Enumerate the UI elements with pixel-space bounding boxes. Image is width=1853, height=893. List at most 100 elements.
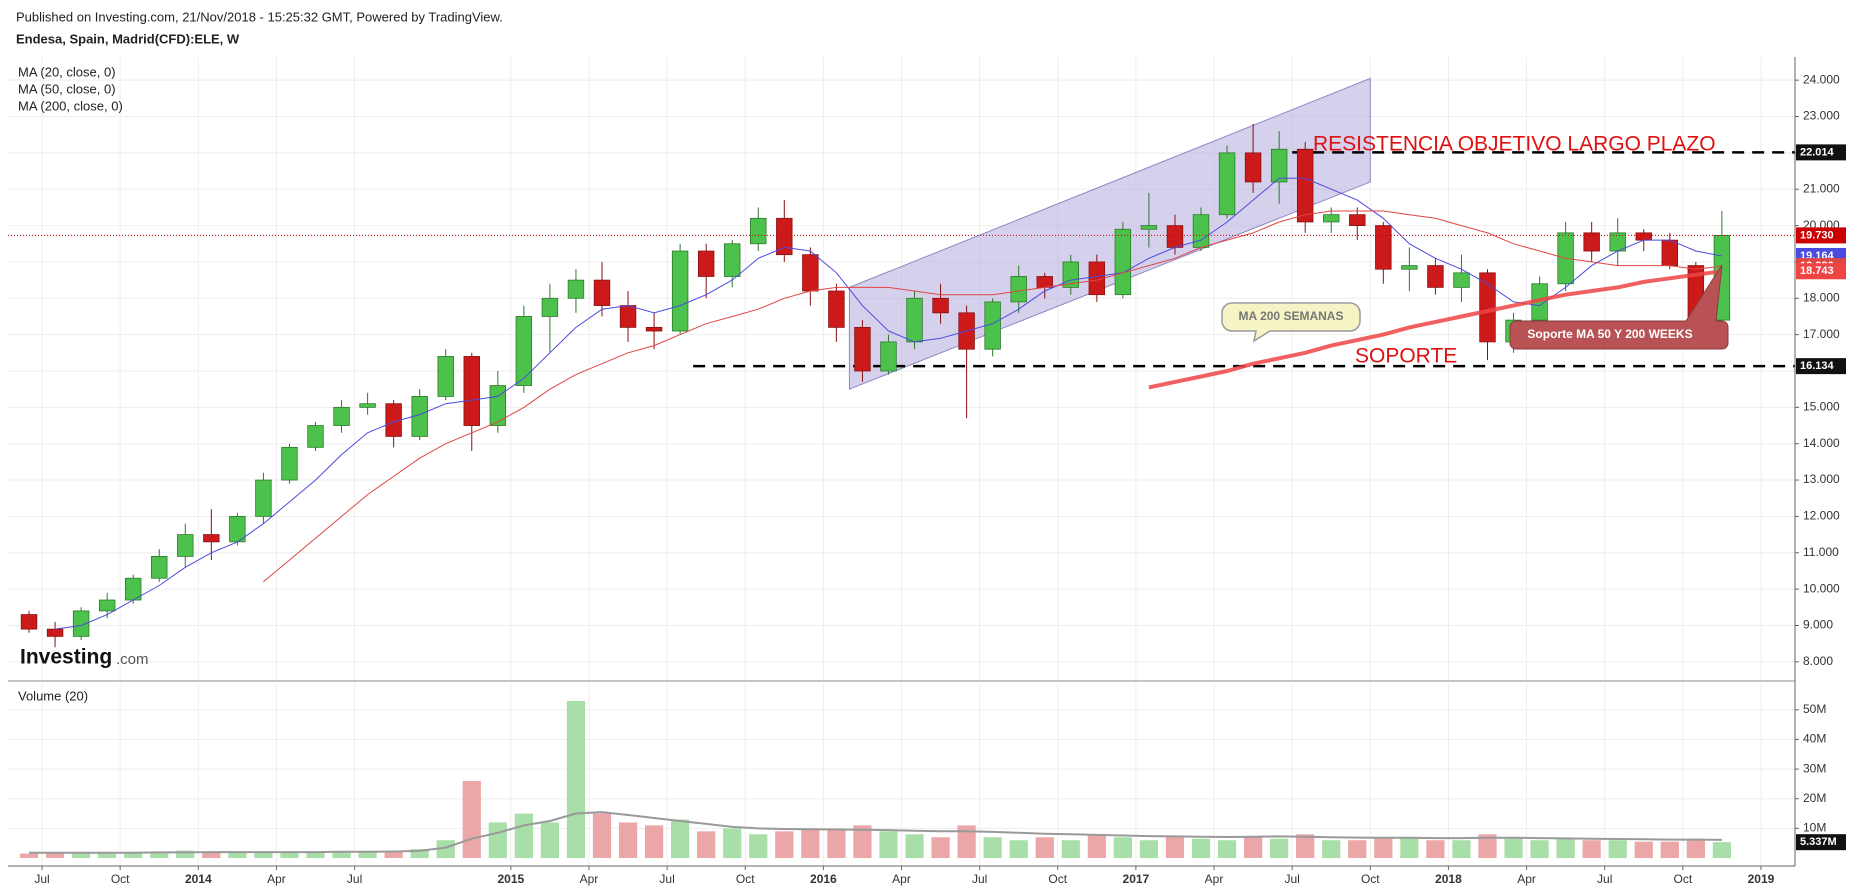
candle-body — [1036, 276, 1053, 288]
foreground-layer: 8.000 9.000 10.000 11.000 12.000 13.000 14.000… — [8, 72, 1846, 886]
y-tick-label: 8.000 — [1803, 654, 1833, 668]
candle-body — [1583, 232, 1600, 252]
candle-body — [437, 356, 454, 397]
volume-bar — [697, 831, 716, 858]
volume-bar — [462, 780, 481, 858]
candle-body — [1401, 265, 1418, 270]
volume-bar — [384, 850, 403, 858]
candle-body — [20, 614, 38, 630]
volume-tick-label: 40M — [1803, 732, 1826, 746]
y-tick-label: 14.000 — [1803, 436, 1840, 450]
candle-body — [593, 279, 611, 306]
x-tick-label: 2014 — [185, 872, 212, 886]
volume-bar — [124, 852, 143, 858]
volume-bar — [1426, 840, 1445, 858]
volume-bar — [71, 853, 91, 858]
ma-badge-bg — [1796, 263, 1846, 280]
candle-body — [932, 297, 949, 314]
volume-bar — [1660, 841, 1679, 858]
candle-body — [1270, 148, 1288, 183]
volume-bar — [1087, 834, 1106, 858]
volume-bar — [488, 822, 507, 858]
y-tick-label: 12.000 — [1803, 509, 1840, 523]
volume-bar — [254, 852, 273, 858]
volume-bar — [1530, 840, 1549, 858]
background-layer — [8, 57, 1795, 865]
volume-bar — [1556, 838, 1575, 858]
candle-body — [1661, 239, 1679, 266]
volume-bar — [150, 852, 169, 858]
candle-body — [1218, 152, 1236, 216]
volume-bar — [1009, 840, 1028, 858]
volume-bar — [1191, 838, 1211, 858]
x-tick-label: Oct — [1673, 872, 1692, 886]
x-tick-label: Jul — [1597, 872, 1612, 886]
volume-bar — [671, 819, 690, 858]
x-tick-label: Jul — [347, 872, 362, 886]
candle-body — [776, 217, 793, 256]
candle-body — [1349, 214, 1366, 226]
candle-body — [619, 305, 637, 328]
candle-body — [333, 406, 350, 426]
volume-bar — [1035, 837, 1054, 858]
ma-line — [263, 210, 1722, 583]
volume-bar — [410, 849, 429, 858]
price-badge: 19.730 — [1800, 229, 1834, 241]
candle-body — [1296, 148, 1314, 223]
candle-body — [1244, 152, 1262, 183]
volume-bar — [1374, 837, 1393, 858]
x-tick-label: Apr — [580, 872, 599, 886]
volume-bar — [801, 828, 820, 858]
annotation: MA 200 SEMANAS — [1239, 309, 1344, 323]
x-tick-label: Oct — [736, 872, 755, 886]
candle-body — [359, 403, 376, 408]
volume-bar — [98, 852, 117, 858]
candle-body — [750, 217, 767, 245]
y-tick-label: 10.000 — [1803, 581, 1840, 595]
x-tick-label: 2018 — [1435, 872, 1462, 886]
x-tick-label: 2015 — [497, 872, 524, 886]
candle-body — [515, 316, 533, 386]
volume-bar — [723, 828, 742, 858]
candle-body — [151, 556, 168, 579]
volume-bar — [618, 822, 638, 858]
x-tick-label: Oct — [1048, 872, 1067, 886]
candle-body — [281, 446, 298, 481]
candle-body — [1166, 225, 1184, 248]
callout-bubble — [1221, 302, 1361, 343]
volume-bar — [202, 852, 221, 858]
volume-bar — [1270, 838, 1289, 858]
volume-bar — [1217, 840, 1237, 858]
candle-body — [1140, 225, 1158, 230]
volume-bar — [1504, 837, 1523, 858]
candle-body — [854, 326, 871, 372]
volume-bar — [879, 831, 898, 858]
candle-body — [463, 356, 480, 426]
ma-badge: 18.743 — [1800, 265, 1834, 277]
logo-suffix: .com — [116, 651, 149, 668]
volume-bar — [1296, 834, 1315, 858]
volume-bar — [644, 825, 664, 858]
level-badge-bg — [1796, 144, 1846, 161]
candle-body — [1114, 228, 1132, 296]
x-tick-label: Oct — [1361, 872, 1380, 886]
x-tick-label: Apr — [1517, 872, 1536, 886]
volume-bar — [19, 853, 39, 858]
candle-body — [671, 250, 689, 332]
y-tick-label: 9.000 — [1803, 618, 1833, 632]
volume-bar — [332, 851, 351, 858]
volume-bar — [827, 828, 846, 858]
volume-bar — [1139, 840, 1159, 858]
volume-bar — [1634, 841, 1653, 858]
candle-body — [1427, 265, 1444, 288]
x-tick-label: 2017 — [1123, 872, 1150, 886]
volume-bar — [853, 825, 872, 858]
level-badge-bg — [1796, 358, 1846, 375]
candle-body — [177, 534, 194, 557]
x-tick-label: Jul — [972, 872, 987, 886]
x-tick-label: 2019 — [1748, 872, 1775, 886]
candle-body — [541, 297, 559, 317]
volume-bar — [306, 852, 325, 858]
x-tick-label: Oct — [111, 872, 130, 886]
